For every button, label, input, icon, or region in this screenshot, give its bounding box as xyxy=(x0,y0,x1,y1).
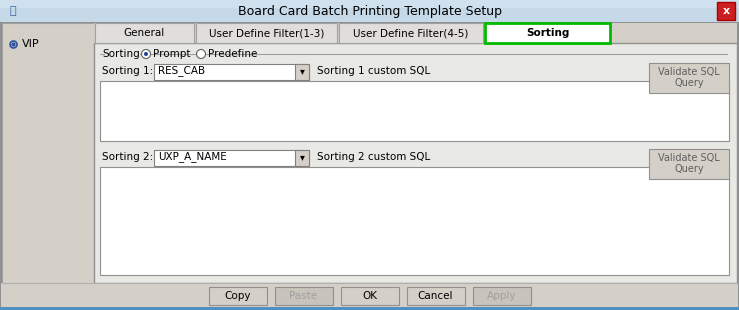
Text: Apply: Apply xyxy=(487,291,517,301)
Text: 🐦: 🐦 xyxy=(10,6,16,16)
Bar xyxy=(0,0,739,22)
Text: User Define Filter(1-3): User Define Filter(1-3) xyxy=(209,28,324,38)
Bar xyxy=(100,167,729,275)
Bar xyxy=(717,2,735,20)
Text: Paste: Paste xyxy=(290,291,318,301)
Bar xyxy=(649,63,729,93)
Text: Query: Query xyxy=(674,78,704,88)
Text: OK: OK xyxy=(362,291,377,301)
Bar xyxy=(94,23,737,43)
Text: Sorting 1:: Sorting 1: xyxy=(102,66,153,76)
Text: RES_CAB: RES_CAB xyxy=(158,65,205,77)
Text: Board Card Batch Printing Template Setup: Board Card Batch Printing Template Setup xyxy=(237,5,502,17)
Text: Sorting: Sorting xyxy=(102,49,140,59)
Bar xyxy=(339,23,483,43)
Text: Sorting 1 custom SQL: Sorting 1 custom SQL xyxy=(317,66,430,76)
Bar xyxy=(341,287,398,305)
Bar xyxy=(0,0,739,8)
Bar xyxy=(2,23,94,286)
Text: Cancel: Cancel xyxy=(418,291,453,301)
Text: UXP_A_NAME: UXP_A_NAME xyxy=(158,152,227,162)
Text: Sorting 2:: Sorting 2: xyxy=(102,152,153,162)
Text: ▾: ▾ xyxy=(299,66,304,76)
Bar xyxy=(406,287,465,305)
Text: Copy: Copy xyxy=(224,291,251,301)
Bar xyxy=(95,23,194,43)
Text: VIP: VIP xyxy=(22,39,40,49)
Text: Validate SQL: Validate SQL xyxy=(658,67,720,77)
Bar xyxy=(1,283,738,309)
Bar xyxy=(485,23,610,43)
Text: Query: Query xyxy=(674,164,704,174)
Circle shape xyxy=(141,50,151,59)
Bar xyxy=(100,81,729,141)
Circle shape xyxy=(197,50,205,59)
Bar xyxy=(196,23,337,43)
Text: Prompt: Prompt xyxy=(153,49,191,59)
Text: x: x xyxy=(723,6,729,16)
Text: User Define Filter(4-5): User Define Filter(4-5) xyxy=(353,28,469,38)
Text: Sorting: Sorting xyxy=(526,28,569,38)
Text: Sorting 2 custom SQL: Sorting 2 custom SQL xyxy=(317,152,430,162)
Bar xyxy=(94,43,737,283)
Bar xyxy=(295,64,309,80)
Circle shape xyxy=(144,52,148,56)
Bar xyxy=(154,150,309,166)
Text: Predefine: Predefine xyxy=(208,49,257,59)
Bar xyxy=(274,287,333,305)
Bar xyxy=(649,149,729,179)
Bar xyxy=(295,150,309,166)
Text: Validate SQL: Validate SQL xyxy=(658,153,720,163)
Bar xyxy=(154,64,309,80)
Text: ▾: ▾ xyxy=(299,152,304,162)
Bar xyxy=(208,287,267,305)
Text: General: General xyxy=(124,28,165,38)
Bar xyxy=(0,307,739,310)
Bar xyxy=(472,287,531,305)
